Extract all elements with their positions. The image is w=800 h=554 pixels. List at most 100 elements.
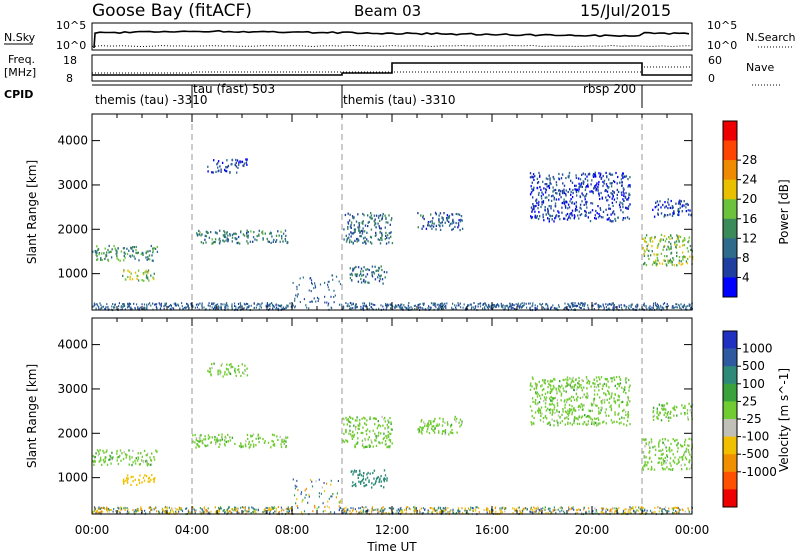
scatter-cell <box>671 306 673 309</box>
scatter-cell <box>346 305 348 308</box>
scatter-cell <box>470 308 472 310</box>
scatter-cell <box>149 456 151 459</box>
scatter-cell <box>567 383 570 386</box>
scatter-cell <box>684 238 686 241</box>
scatter-cell <box>170 304 172 307</box>
scatter-cell <box>623 199 625 203</box>
scatter-cell <box>575 508 578 511</box>
scatter-cell <box>644 463 646 466</box>
scatter-cell <box>612 190 614 193</box>
scatter-cell <box>367 240 369 243</box>
scatter-cell <box>632 507 634 510</box>
scatter-cell <box>432 420 434 423</box>
scatter-cell <box>618 403 620 406</box>
scatter-cell <box>539 397 542 400</box>
scatter-cell <box>574 184 576 187</box>
scatter-cell <box>362 237 365 240</box>
scatter-cell <box>564 204 567 208</box>
scatter-cell <box>627 414 630 417</box>
scatter-cell <box>542 216 544 219</box>
scatter-cell <box>622 410 624 413</box>
scatter-cell <box>627 415 629 418</box>
noise-panel-frame <box>91 22 693 51</box>
scatter-cell <box>126 252 129 256</box>
scatter-cell <box>106 251 108 254</box>
scatter-cell <box>451 308 453 311</box>
scatter-cell <box>578 182 580 185</box>
scatter-cell <box>670 261 672 264</box>
scatter-cell <box>356 237 358 240</box>
scatter-cell <box>567 412 569 415</box>
scatter-cell <box>447 217 450 220</box>
scatter-cell <box>349 415 351 418</box>
scatter-cell <box>282 240 284 243</box>
scatter-cell <box>322 510 324 513</box>
scatter-cell <box>681 205 683 208</box>
scatter-cell <box>246 510 248 513</box>
scatter-cell <box>123 247 125 250</box>
scatter-cell <box>451 222 453 225</box>
scatter-cell <box>254 510 256 513</box>
scatter-cell <box>588 414 590 418</box>
scatter-cell <box>352 481 354 484</box>
scatter-cell <box>366 428 369 431</box>
scatter-cell <box>156 250 159 253</box>
scatter-cell <box>134 509 136 512</box>
scatter-cell <box>349 305 351 308</box>
scatter-cell <box>592 174 594 177</box>
scatter-cell <box>548 194 550 197</box>
scatter-cell <box>208 302 210 305</box>
x-tick-label: 08:00 <box>275 523 310 537</box>
scatter-cell <box>599 173 602 177</box>
scatter-cell <box>386 236 388 239</box>
scatter-cell <box>114 306 116 309</box>
scatter-cell <box>422 307 424 310</box>
scatter-cell <box>407 307 409 310</box>
scatter-cell <box>445 506 447 509</box>
scatter-cell <box>161 508 164 511</box>
scatter-cell <box>433 222 435 225</box>
scatter-cell <box>576 209 578 212</box>
scatter-cell <box>606 213 609 216</box>
scatter-cell <box>654 510 656 513</box>
scatter-cell <box>655 304 657 306</box>
scatter-cell <box>568 215 570 218</box>
scatter-cell <box>578 210 580 213</box>
scatter-cell <box>405 509 407 512</box>
scatter-cell <box>683 244 685 247</box>
scatter-cell <box>555 511 557 514</box>
scatter-cell <box>330 479 332 482</box>
scatter-cell <box>109 250 112 253</box>
scatter-cell <box>460 218 462 221</box>
scatter-cell <box>686 409 689 412</box>
scatter-cell <box>680 445 683 448</box>
scatter-cell <box>582 379 584 382</box>
scatter-cell <box>576 509 578 512</box>
scatter-cell <box>626 305 628 308</box>
scatter-cell <box>650 237 652 240</box>
scatter-cell <box>371 307 373 310</box>
scatter-cell <box>422 421 425 424</box>
scatter-cell <box>133 511 135 514</box>
scatter-cell <box>146 303 148 306</box>
scatter-cell <box>355 425 357 429</box>
scatter-cell <box>112 303 114 305</box>
scatter-cell <box>219 371 222 374</box>
scatter-cell <box>665 305 667 308</box>
scatter-cell <box>438 214 440 217</box>
scatter-cell <box>455 306 457 309</box>
scatter-cell <box>673 408 675 411</box>
scatter-cell <box>375 477 378 481</box>
scatter-cell <box>633 510 635 513</box>
scatter-cell <box>159 307 161 310</box>
scatter-cell <box>440 305 442 308</box>
scatter-cell <box>117 462 120 466</box>
scatter-cell <box>654 445 656 448</box>
scatter-cell <box>624 410 627 413</box>
scatter-cell <box>551 218 553 221</box>
scatter-cell <box>687 444 689 447</box>
scatter-cell <box>443 430 445 433</box>
scatter-cell <box>215 304 217 307</box>
scatter-cell <box>100 307 102 310</box>
